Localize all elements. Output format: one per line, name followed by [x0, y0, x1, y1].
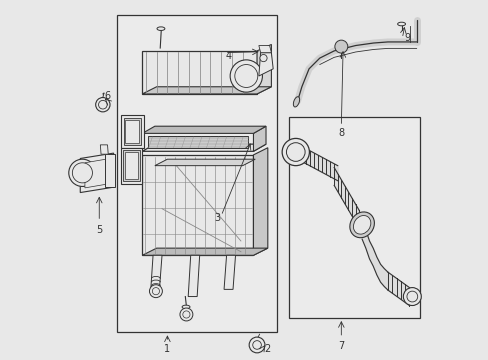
Text: 6: 6 [104, 91, 110, 101]
Bar [117, 15, 276, 332]
Polygon shape [105, 154, 115, 187]
Circle shape [96, 98, 110, 112]
Ellipse shape [293, 97, 299, 107]
Polygon shape [150, 255, 162, 293]
Circle shape [249, 337, 264, 353]
Polygon shape [121, 116, 144, 148]
Ellipse shape [182, 305, 190, 309]
Text: 9: 9 [403, 33, 409, 43]
Polygon shape [253, 126, 265, 151]
Polygon shape [224, 255, 235, 289]
Polygon shape [258, 53, 273, 76]
Text: 8: 8 [338, 129, 344, 138]
Text: 7: 7 [338, 341, 344, 351]
Ellipse shape [349, 212, 374, 238]
Text: 5: 5 [96, 225, 102, 235]
Polygon shape [142, 248, 267, 255]
Polygon shape [123, 118, 141, 145]
Circle shape [403, 288, 421, 306]
Polygon shape [142, 87, 271, 94]
Polygon shape [155, 159, 255, 166]
Text: 1: 1 [164, 344, 170, 354]
Polygon shape [258, 45, 271, 53]
Circle shape [183, 311, 190, 318]
Polygon shape [142, 144, 265, 151]
Ellipse shape [397, 22, 405, 26]
Circle shape [334, 40, 347, 53]
Circle shape [234, 64, 257, 87]
Polygon shape [142, 51, 257, 94]
Polygon shape [253, 148, 267, 255]
Circle shape [72, 163, 92, 183]
Polygon shape [100, 145, 108, 154]
Circle shape [406, 291, 417, 302]
Circle shape [282, 138, 309, 166]
Text: 4: 4 [225, 51, 231, 61]
Polygon shape [257, 44, 271, 94]
Ellipse shape [157, 27, 164, 31]
Bar [289, 117, 419, 318]
Circle shape [252, 341, 261, 349]
Text: 3: 3 [214, 213, 220, 222]
Polygon shape [121, 148, 142, 184]
Polygon shape [85, 158, 110, 188]
Circle shape [230, 60, 262, 92]
Circle shape [260, 54, 266, 62]
Circle shape [149, 285, 162, 298]
Polygon shape [125, 152, 138, 179]
Circle shape [180, 308, 192, 321]
Polygon shape [142, 155, 253, 255]
Polygon shape [125, 120, 139, 143]
Polygon shape [123, 150, 140, 181]
Polygon shape [80, 153, 113, 193]
Circle shape [99, 100, 107, 109]
Circle shape [286, 143, 305, 161]
Circle shape [69, 159, 96, 186]
Ellipse shape [353, 216, 370, 234]
Text: 2: 2 [264, 344, 270, 354]
Circle shape [152, 288, 159, 295]
Polygon shape [147, 136, 247, 148]
Polygon shape [142, 126, 265, 134]
Polygon shape [188, 255, 199, 297]
